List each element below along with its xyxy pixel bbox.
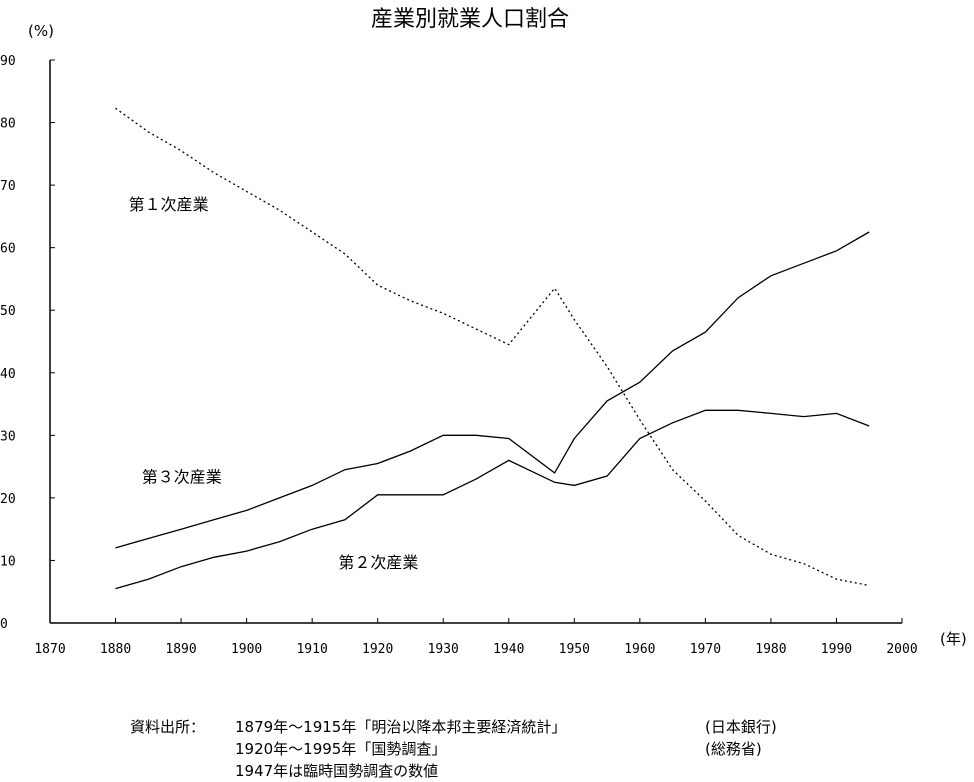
line-chart: 産業別就業人口割合 (%) (年) 0 10 20 30 40 50 60 70 80 90 18… [0,7,967,657]
x-tick-label: 1940 [493,642,524,657]
y-tick-label: 20 [0,492,16,507]
y-tick-label: 10 [0,554,16,569]
series-line-1 [115,107,870,587]
source-org: (日本銀行) [705,718,777,736]
x-tick-label: 1930 [428,642,459,657]
source-row: 資料出所： 1879年～1915年「明治以降本邦主要経済統計」 (日本銀行) [130,716,777,738]
source-note: 資料出所： 1879年～1915年「明治以降本邦主要経済統計」 (日本銀行) 1… [130,716,777,782]
y-tick-label: 80 [0,117,16,132]
y-tick-label: 60 [0,242,16,257]
y-tick-label: 30 [0,429,16,444]
y-axis-unit: (%) [28,22,54,40]
chart-title: 産業別就業人口割合 [371,7,569,32]
x-tick-label: 1980 [755,642,786,657]
source-text: 1947年は臨時国勢調査の数値 [235,762,439,780]
x-tick-label: 1920 [362,642,393,657]
y-tick-label: 40 [0,367,16,382]
x-tick-label: 1970 [690,642,721,657]
x-tick-label: 2000 [886,642,917,657]
series-line-2 [115,231,870,549]
series-label: 第３次産業 [142,467,222,486]
y-tick-label: 70 [0,179,16,194]
x-tick-label: 1910 [296,642,327,657]
source-heading: 資料出所： [130,718,206,736]
y-tick-label: 0 [0,617,8,632]
x-ticks: 1870 1880 1890 1900 1910 1920 1930 1940 1950 1960… [34,618,918,657]
x-tick-label: 1960 [624,642,655,657]
source-row: 1947年は臨時国勢調査の数値 [130,760,777,782]
y-tick-label: 50 [0,304,16,319]
series-label: 第１次産業 [129,195,209,214]
source-org: (総務省) [705,740,762,758]
x-tick-label: 1900 [231,642,262,657]
y-ticks: 0 10 20 30 40 50 60 70 80 90 [0,54,55,632]
x-axis-unit: (年) [940,630,967,648]
x-tick-label: 1890 [165,642,196,657]
series-line-3 [115,409,870,590]
source-row: 1920年～1995年「国勢調査」 (総務省) [130,738,777,760]
x-tick-label: 1950 [559,642,590,657]
series-lines [115,107,870,590]
x-tick-label: 1870 [34,642,65,657]
source-text: 1920年～1995年「国勢調査」 [235,740,447,758]
x-tick-label: 1990 [821,642,852,657]
source-text: 1879年～1915年「明治以降本邦主要経済統計」 [235,718,567,736]
series-label: 第２次産業 [338,553,418,572]
x-tick-label: 1880 [100,642,131,657]
y-tick-label: 90 [0,54,16,69]
